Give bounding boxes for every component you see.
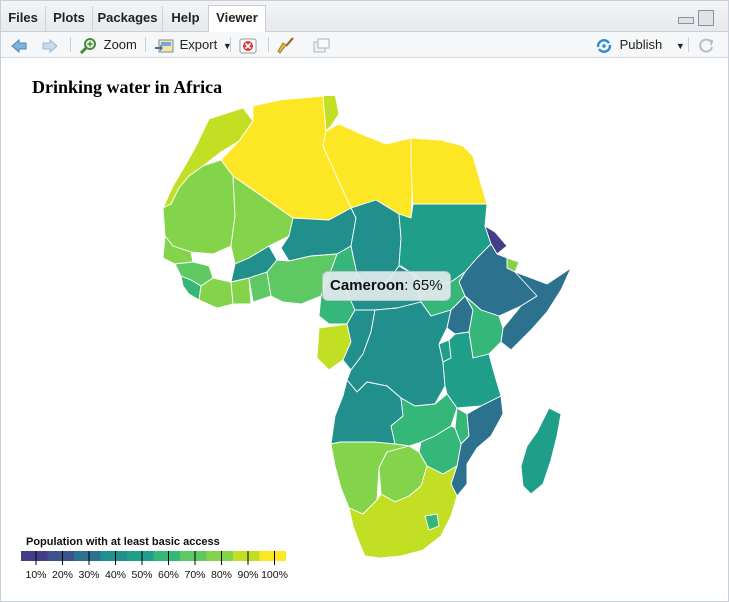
toolbar-separator [268, 37, 269, 52]
tab-packages[interactable]: Packages [93, 6, 163, 31]
legend-label: 40% [105, 569, 126, 581]
chevron-down-icon: ▼ [222, 41, 232, 51]
forward-arrow-icon[interactable] [41, 35, 59, 54]
legend-swatch [233, 551, 260, 561]
tooltip-country: Cameroon [330, 277, 405, 294]
toolbar-separator [688, 37, 689, 52]
popout-button[interactable] [313, 35, 330, 54]
tab-help[interactable]: Help [163, 6, 209, 31]
legend-swatch [259, 551, 286, 561]
export-button[interactable]: Export ▼ [154, 35, 232, 54]
map-region-ghana [230, 277, 252, 305]
minimize-pane-icon[interactable] [678, 17, 694, 24]
zoom-button[interactable]: Zoom [80, 35, 137, 55]
legend-swatch [153, 551, 180, 561]
map-tooltip: Cameroon: 65% [322, 271, 451, 301]
publish-icon [596, 38, 612, 53]
remove-viewer-button[interactable] [239, 35, 257, 54]
legend-title: Population with at least basic access [26, 536, 220, 548]
legend-label: 30% [78, 569, 99, 581]
map-region-madagascar [520, 407, 562, 495]
maximize-pane-icon[interactable] [698, 10, 714, 26]
clear-all-button[interactable] [277, 35, 295, 54]
legend-label: 100% [261, 569, 288, 581]
toolbar-separator [230, 37, 231, 52]
legend-label: 60% [158, 569, 179, 581]
tab-files[interactable]: Files [1, 6, 46, 31]
map-region-mozambique [450, 395, 504, 497]
publish-label: Publish [619, 37, 663, 52]
broom-icon [277, 37, 294, 54]
map-region-lesotho [424, 513, 440, 531]
viewer-toolbar: Zoom Export ▼ Publish ▼ [1, 32, 728, 58]
map-region-mauritania [162, 159, 236, 255]
back-arrow-icon[interactable] [10, 35, 28, 54]
map-region-tunisia [322, 96, 340, 132]
map-region-eritrea [484, 225, 508, 255]
refresh-button[interactable] [697, 35, 715, 54]
remove-icon [239, 38, 257, 54]
chevron-down-icon: ▼ [675, 41, 685, 51]
legend-swatch [127, 551, 154, 561]
legend-swatch [100, 551, 127, 561]
legend-swatch [21, 551, 48, 561]
legend-swatch [47, 551, 74, 561]
tab-plots[interactable]: Plots [46, 6, 93, 31]
zoom-icon [80, 38, 96, 55]
toolbar-separator [145, 37, 146, 52]
legend-label: 10% [25, 569, 46, 581]
legend-label: 90% [237, 569, 258, 581]
popout-icon [313, 38, 330, 53]
legend-label: 80% [211, 569, 232, 581]
map-region-kenya [464, 295, 504, 359]
legend-label: 20% [52, 569, 73, 581]
zoom-label: Zoom [103, 37, 137, 52]
tab-viewer[interactable]: Viewer [208, 5, 266, 32]
map-region-egypt [410, 137, 488, 205]
map-region-south-africa [348, 465, 458, 559]
legend-swatch [180, 551, 207, 561]
legend-swatch [206, 551, 233, 561]
color-legend: 10% 20% 30% 40% 50% 60% 70% 80% 90% 100% [21, 551, 288, 581]
legend-swatch [74, 551, 101, 561]
publish-button[interactable]: Publish ▼ [595, 35, 685, 54]
map-region-somalia [500, 267, 572, 351]
legend-label: 70% [184, 569, 205, 581]
africa-choropleth-map[interactable] [151, 96, 581, 566]
legend-label: 50% [131, 569, 152, 581]
map-title: Drinking water in Africa [32, 77, 223, 97]
tooltip-value: : 65% [404, 277, 443, 294]
export-label: Export [179, 37, 218, 52]
export-icon [155, 39, 174, 53]
tab-bar: Files Plots Packages Help Viewer [1, 1, 728, 32]
refresh-icon [699, 38, 714, 53]
toolbar-separator [70, 37, 71, 52]
